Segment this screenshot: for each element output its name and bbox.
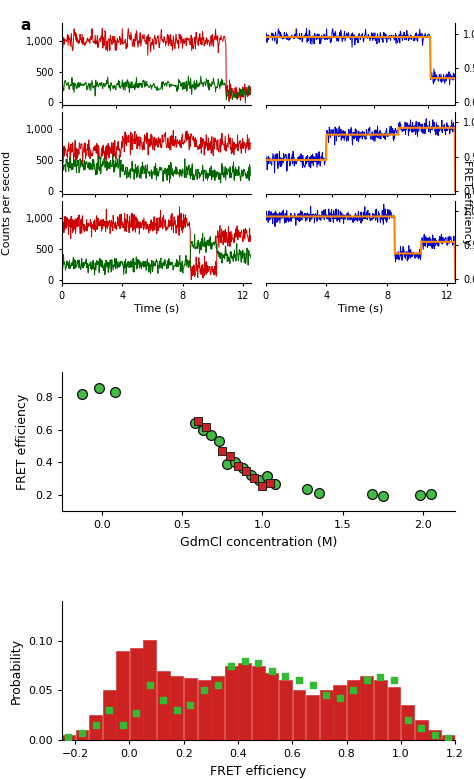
Point [187,699,194,711]
Point [322,689,330,702]
Point [377,671,384,684]
Point [417,722,425,735]
Point [243,465,250,478]
Point [258,480,266,492]
Bar [211,675,224,740]
Point [194,414,202,427]
Point [95,382,102,394]
Point [201,684,208,696]
Point [105,704,113,717]
Bar [62,735,75,740]
Bar [238,663,251,740]
Bar [252,665,265,740]
Bar [320,690,333,740]
Point [363,675,371,687]
Point [214,679,221,692]
Bar [75,730,89,740]
Point [247,469,255,481]
Point [282,669,289,682]
Point [266,477,274,489]
Text: FRET efficiency: FRET efficiency [462,160,472,245]
Bar [89,715,102,740]
Point [416,489,423,502]
Bar [143,640,156,740]
Bar [171,675,183,740]
Point [215,435,223,447]
Bar [442,735,455,740]
X-axis label: Time (s): Time (s) [134,304,179,314]
Bar [415,721,428,740]
Point [173,704,181,717]
Point [119,719,127,731]
Point [336,692,344,704]
Point [199,424,207,436]
X-axis label: FRET efficiency: FRET efficiency [210,765,307,777]
Point [458,734,465,746]
Bar [401,705,414,740]
Point [228,659,235,671]
Point [79,387,86,400]
Point [92,719,100,731]
Bar [265,672,278,740]
Point [268,664,276,677]
Point [427,488,435,501]
Point [303,483,311,495]
Bar [388,687,401,740]
Point [146,679,154,692]
Point [227,449,234,462]
Point [160,694,167,707]
Point [272,478,279,491]
Text: Counts per second: Counts per second [2,150,12,255]
Point [349,684,357,696]
Point [251,472,258,485]
Bar [103,690,116,740]
Bar [374,681,387,740]
Point [207,429,215,442]
Bar [279,681,292,740]
Point [264,470,271,482]
Point [404,714,411,727]
Point [219,445,226,457]
Point [368,488,375,501]
Point [132,707,140,720]
Point [295,675,303,687]
Bar [157,671,170,740]
Bar [347,681,360,740]
Point [241,654,248,667]
Point [379,490,387,502]
Point [309,679,316,692]
Point [223,458,231,471]
Point [390,675,398,687]
Bar [184,679,197,740]
Point [191,417,199,429]
Point [315,486,322,499]
Point [111,386,118,398]
Point [202,421,210,433]
Bar [292,690,305,740]
Bar [456,738,468,740]
X-axis label: GdmCl concentration (M): GdmCl concentration (M) [180,536,337,549]
Bar [130,647,143,740]
Bar [225,665,237,740]
Bar [428,730,441,740]
Bar [306,696,319,740]
Bar [333,686,346,740]
Point [255,474,263,486]
Text: a: a [20,19,30,33]
Point [445,731,452,744]
Point [231,456,239,469]
Point [235,460,242,473]
Bar [360,675,374,740]
Point [64,731,72,743]
Y-axis label: Probability: Probability [9,637,22,703]
Y-axis label: FRET efficiency: FRET efficiency [16,394,29,490]
Point [255,657,262,669]
Point [431,729,438,742]
Point [239,462,247,474]
Point [78,727,86,739]
X-axis label: Time (s): Time (s) [338,304,383,314]
Bar [116,650,129,740]
Bar [198,681,210,740]
